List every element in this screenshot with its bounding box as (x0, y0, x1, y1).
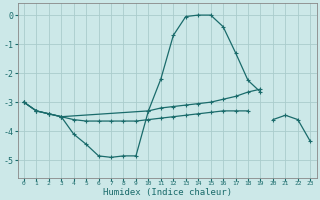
X-axis label: Humidex (Indice chaleur): Humidex (Indice chaleur) (103, 188, 232, 197)
